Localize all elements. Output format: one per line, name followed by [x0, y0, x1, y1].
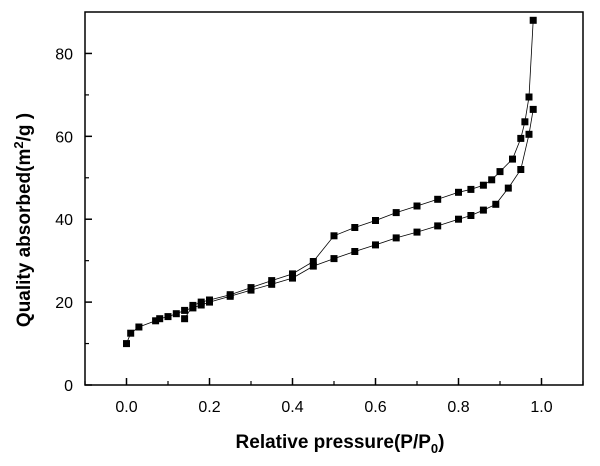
plot-frame [84, 11, 584, 386]
x-tick-label: 0.8 [447, 399, 469, 416]
data-point [521, 118, 529, 126]
y-tick-label: 40 [55, 212, 73, 229]
data-point [525, 130, 533, 138]
data-point [392, 234, 400, 242]
data-point [392, 209, 400, 217]
y-tick-label: 60 [55, 129, 73, 146]
data-point [351, 248, 359, 255]
data-point [434, 195, 442, 203]
x-axis-title: Relative pressure(P/P0) [236, 432, 445, 456]
data-point [289, 274, 296, 282]
data-point [479, 181, 487, 189]
data-point [123, 340, 130, 348]
data-point [492, 200, 500, 208]
data-point [504, 184, 512, 192]
data-point [330, 232, 338, 240]
data-point [496, 168, 504, 176]
data-point [127, 329, 135, 337]
data-point [206, 296, 213, 304]
y-tick-label: 20 [55, 295, 73, 312]
data-point [330, 255, 338, 263]
x-tick-label: 0.6 [364, 399, 386, 416]
data-point [268, 277, 276, 285]
data-point [309, 262, 317, 270]
x-tick-label: 0.0 [115, 399, 137, 416]
data-point [434, 222, 442, 230]
data-point [268, 280, 276, 288]
data-point [289, 270, 296, 278]
data-point [467, 185, 475, 193]
data-point [172, 310, 180, 318]
x-tick-label: 0.2 [198, 399, 220, 416]
data-point [488, 176, 496, 184]
x-axis: 0.0 0.2 0.4 0.6 0.8 1.0 [84, 378, 584, 416]
data-point [413, 202, 421, 210]
data-point [517, 134, 525, 142]
y-axis-title: Quality absorbed(m2/g ) [11, 113, 35, 327]
data-point [413, 228, 421, 236]
data-point [351, 224, 359, 231]
data-point [135, 323, 143, 331]
data-point [309, 258, 317, 265]
data-point [479, 206, 487, 214]
data-point [509, 155, 516, 163]
y-axis: 0 20 40 60 80 [55, 46, 92, 395]
data-point [156, 315, 164, 323]
y-tick-label: 0 [64, 378, 73, 395]
data-point [372, 217, 379, 224]
data-point [529, 16, 537, 24]
data-point [181, 306, 189, 314]
x-tick-label: 0.4 [281, 399, 303, 416]
data-point [529, 105, 537, 113]
data-point [226, 291, 234, 299]
y-tick-label: 80 [55, 46, 73, 63]
data-point [517, 166, 525, 173]
series-line-2 [184, 20, 534, 319]
series-layer [123, 16, 537, 348]
data-point [152, 317, 160, 325]
data-point [189, 301, 197, 309]
data-point [467, 212, 475, 219]
data-point [372, 241, 379, 249]
data-point [525, 93, 533, 101]
data-point [247, 284, 255, 292]
data-point [455, 188, 462, 196]
data-point [197, 298, 205, 306]
x-tick-label: 1.0 [530, 399, 552, 416]
data-point [455, 215, 462, 223]
data-point [164, 313, 172, 321]
data-point [181, 315, 189, 323]
